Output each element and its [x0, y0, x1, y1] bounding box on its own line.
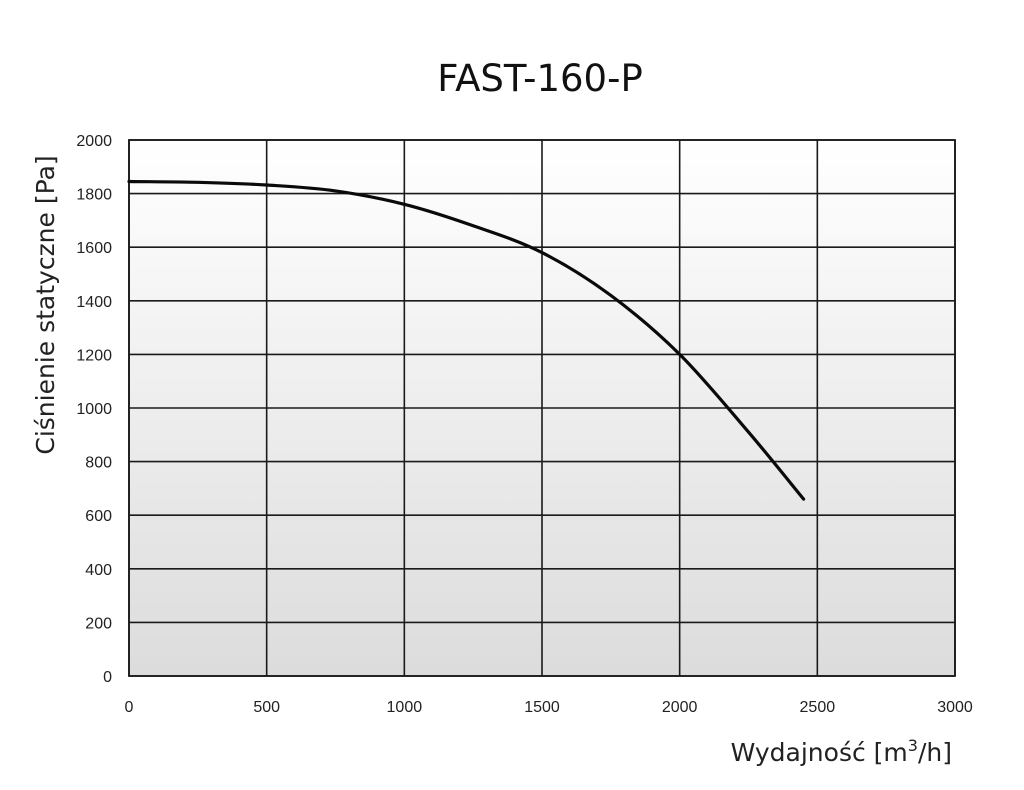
- series-line: [127, 179, 806, 501]
- y-tick-label: 600: [85, 508, 112, 525]
- y-tick-label: 1200: [76, 347, 112, 364]
- y-axis-ticks: 0 200 400 600 800 1000 1200 1400 1600 1800 2000: [76, 133, 112, 686]
- y-axis-label: Ciśnienie statyczne [Pa]: [31, 155, 60, 454]
- x-tick-label: 3000: [937, 699, 973, 716]
- y-tick-label: 200: [85, 615, 112, 632]
- y-tick-label: 1800: [76, 187, 112, 204]
- y-tick-label: 800: [85, 455, 112, 472]
- plot-frame: [128, 139, 956, 677]
- x-tick-label: 2500: [800, 699, 836, 716]
- x-tick-label: 500: [253, 699, 280, 716]
- y-tick-label: 0: [103, 669, 112, 686]
- y-tick-label: 2000: [76, 133, 112, 150]
- x-axis-label-main: Wydajność [m: [731, 738, 908, 767]
- x-tick-label: 2000: [662, 699, 698, 716]
- x-axis-label-superscript: 3: [908, 736, 918, 755]
- x-axis-label: Wydajność [m3/h]: [731, 736, 952, 767]
- y-tick-label: 400: [85, 562, 112, 579]
- x-tick-label: 1000: [387, 699, 423, 716]
- x-axis-label-suffix: /h]: [918, 738, 952, 767]
- x-tick-label: 0: [125, 699, 134, 716]
- y-tick-label: 1600: [76, 240, 112, 257]
- y-tick-label: 1400: [76, 294, 112, 311]
- chart-title: FAST-160-P: [437, 57, 643, 100]
- x-axis-ticks: 0 500 1000 1500 2000 2500 3000: [125, 699, 973, 716]
- x-tick-label: 1500: [524, 699, 560, 716]
- y-tick-label: 1000: [76, 401, 112, 418]
